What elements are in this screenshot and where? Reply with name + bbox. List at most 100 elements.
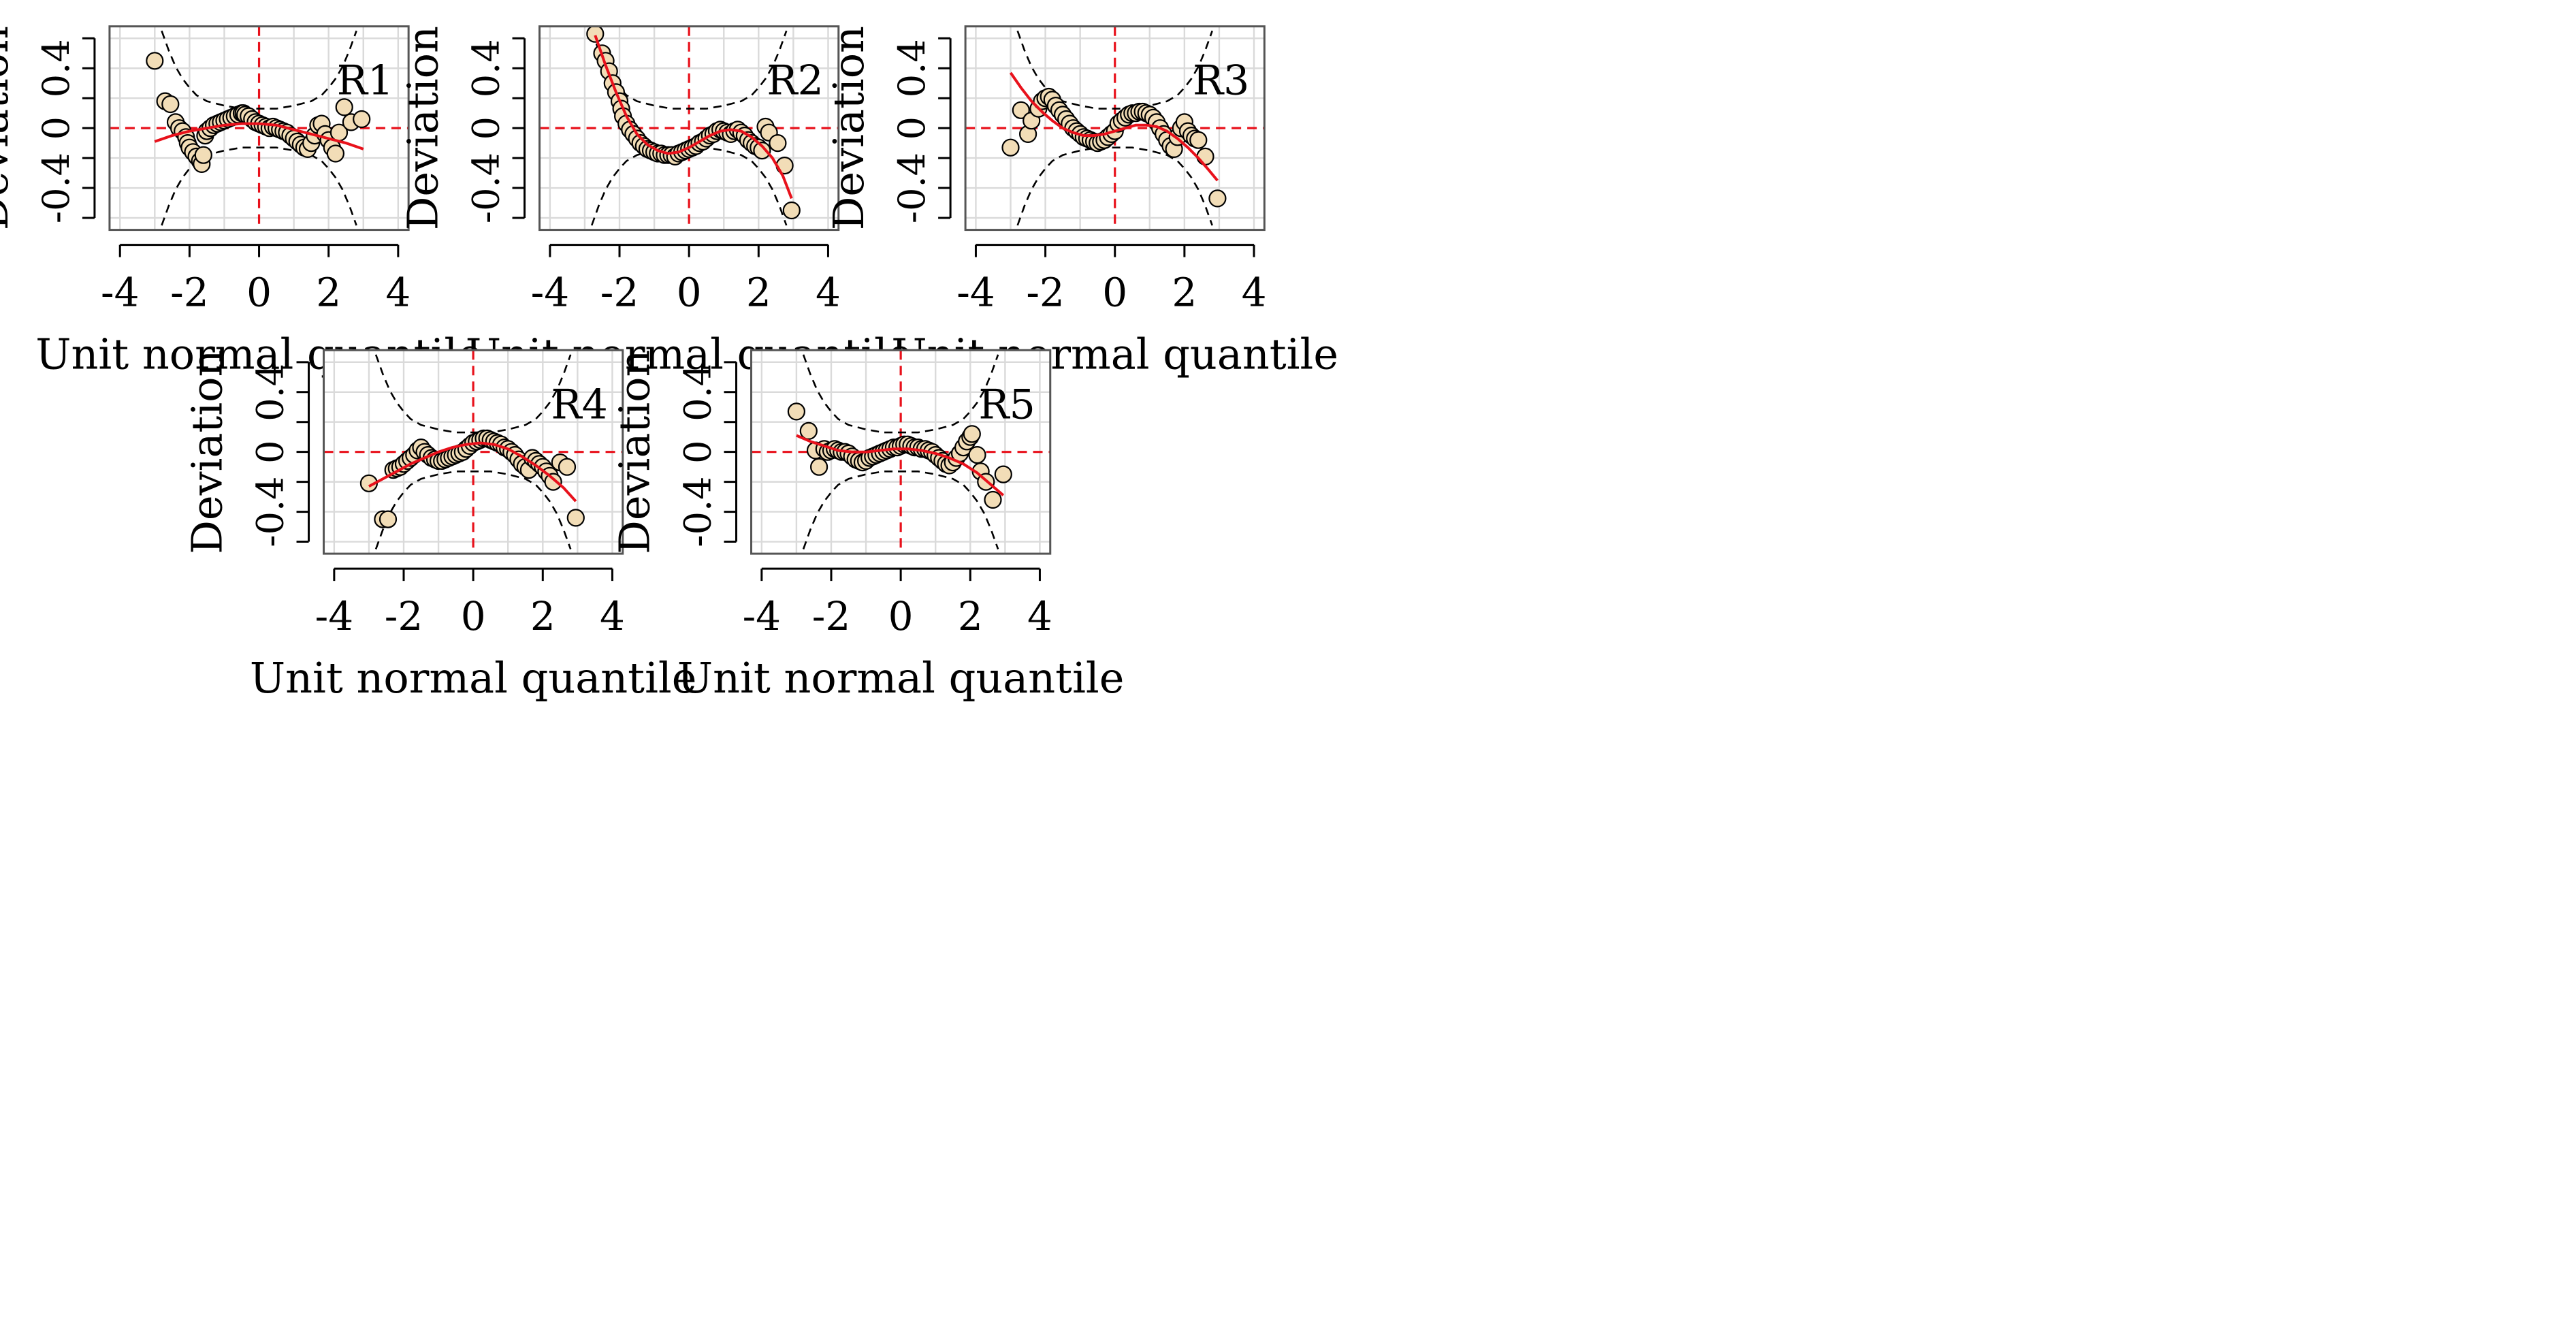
x-tick-label: 2	[530, 593, 556, 639]
y-tick-label: 0.4	[465, 39, 508, 97]
fit-curve	[154, 122, 364, 150]
y-axis-label: Deviation	[610, 350, 660, 554]
x-tick-label: -2	[385, 593, 423, 639]
x-tick-label: 4	[1242, 270, 1267, 316]
panel-label: R3	[1193, 57, 1249, 105]
y-tick-label: 0	[890, 116, 933, 140]
y-tick-label: -0.4	[249, 477, 292, 547]
envelope-upper	[161, 30, 357, 110]
envelope-lower	[1016, 146, 1213, 226]
x-tick-label: -2	[1026, 270, 1065, 316]
y-tick-label: -0.4	[465, 153, 508, 223]
y-tick-label: 0.4	[677, 363, 720, 421]
data-point	[1012, 101, 1030, 119]
x-tick-label: 0	[1102, 270, 1127, 316]
y-tick-label: 0	[677, 441, 720, 464]
x-tick-label: -2	[600, 270, 639, 316]
x-tick-label: -2	[812, 593, 851, 639]
data-point	[809, 458, 828, 476]
y-axis-label: Deviation	[824, 26, 873, 230]
x-tick-label: 0	[677, 270, 702, 316]
data-point	[379, 510, 398, 528]
data-point	[769, 134, 787, 153]
x-tick-label: 4	[816, 270, 841, 316]
panel-label: R2	[767, 57, 823, 105]
x-tick-label: 2	[958, 593, 983, 639]
envelope-lower	[161, 146, 357, 226]
y-axis-label: Deviation	[182, 350, 232, 554]
panel-label: R4	[551, 381, 607, 428]
data-point	[326, 144, 344, 163]
x-tick-label: -4	[315, 593, 354, 639]
envelope-lower	[802, 470, 999, 550]
data-point	[194, 146, 212, 164]
x-tick-label: 2	[316, 270, 341, 316]
data-point	[1189, 131, 1208, 149]
data-point	[353, 110, 371, 129]
data-point	[586, 26, 605, 43]
y-tick-label: -0.4	[35, 153, 78, 223]
plot-frame	[323, 349, 624, 555]
data-point	[544, 473, 562, 491]
plot-frame	[538, 25, 840, 232]
x-tick-label: 0	[888, 593, 914, 639]
envelope-upper	[1016, 30, 1213, 110]
data-point	[963, 425, 981, 443]
envelope-upper	[374, 354, 572, 434]
data-point	[146, 52, 164, 70]
data-point	[1001, 138, 1020, 157]
envelope-group	[374, 354, 572, 550]
x-tick-label: 4	[1027, 593, 1052, 639]
x-tick-label: 0	[461, 593, 486, 639]
envelope-lower	[374, 470, 572, 550]
x-tick-label: -4	[101, 270, 140, 316]
y-tick-label: -0.4	[677, 477, 720, 547]
x-tick-label: 4	[385, 270, 410, 316]
data-point	[1208, 189, 1227, 208]
data-point	[799, 421, 818, 441]
envelope-upper	[802, 354, 999, 434]
panel-label: R5	[978, 381, 1035, 428]
plot-frame	[108, 25, 410, 232]
data-point	[994, 465, 1012, 483]
data-point	[566, 509, 585, 527]
plot-frame	[964, 25, 1266, 232]
x-tick-label: -4	[743, 593, 782, 639]
data-point	[335, 98, 353, 116]
envelope-group	[1016, 30, 1213, 226]
fit-curve	[796, 434, 1005, 496]
x-axis-label: Unit normal quantile	[677, 653, 1125, 703]
y-tick-label: 0.4	[890, 39, 933, 97]
y-tick-label: 0	[465, 116, 508, 140]
y-tick-label: 0	[35, 116, 78, 140]
envelope-group	[161, 30, 357, 226]
y-axis-label: Deviation	[398, 26, 448, 230]
envelope-upper	[590, 30, 788, 110]
x-tick-label: 2	[746, 270, 771, 316]
data-point	[161, 95, 180, 114]
fit-curve	[594, 35, 793, 200]
data-point	[782, 201, 801, 220]
y-tick-label: -0.4	[890, 153, 933, 223]
y-tick-label: 0	[249, 441, 292, 464]
data-point	[968, 445, 986, 464]
x-tick-label: 4	[600, 593, 625, 639]
x-tick-label: -2	[170, 270, 209, 316]
x-tick-label: -4	[531, 270, 570, 316]
y-tick-label: 0.4	[35, 39, 78, 97]
y-tick-label: 0.4	[249, 363, 292, 421]
x-tick-label: 0	[246, 270, 272, 316]
data-point	[787, 402, 806, 421]
x-tick-label: 2	[1172, 270, 1197, 316]
x-axis-label: Unit normal quantile	[250, 653, 697, 703]
x-tick-label: -4	[956, 270, 995, 316]
data-point	[984, 490, 1002, 509]
y-axis-label: Deviation	[0, 26, 18, 230]
panel-label: R1	[337, 57, 393, 105]
